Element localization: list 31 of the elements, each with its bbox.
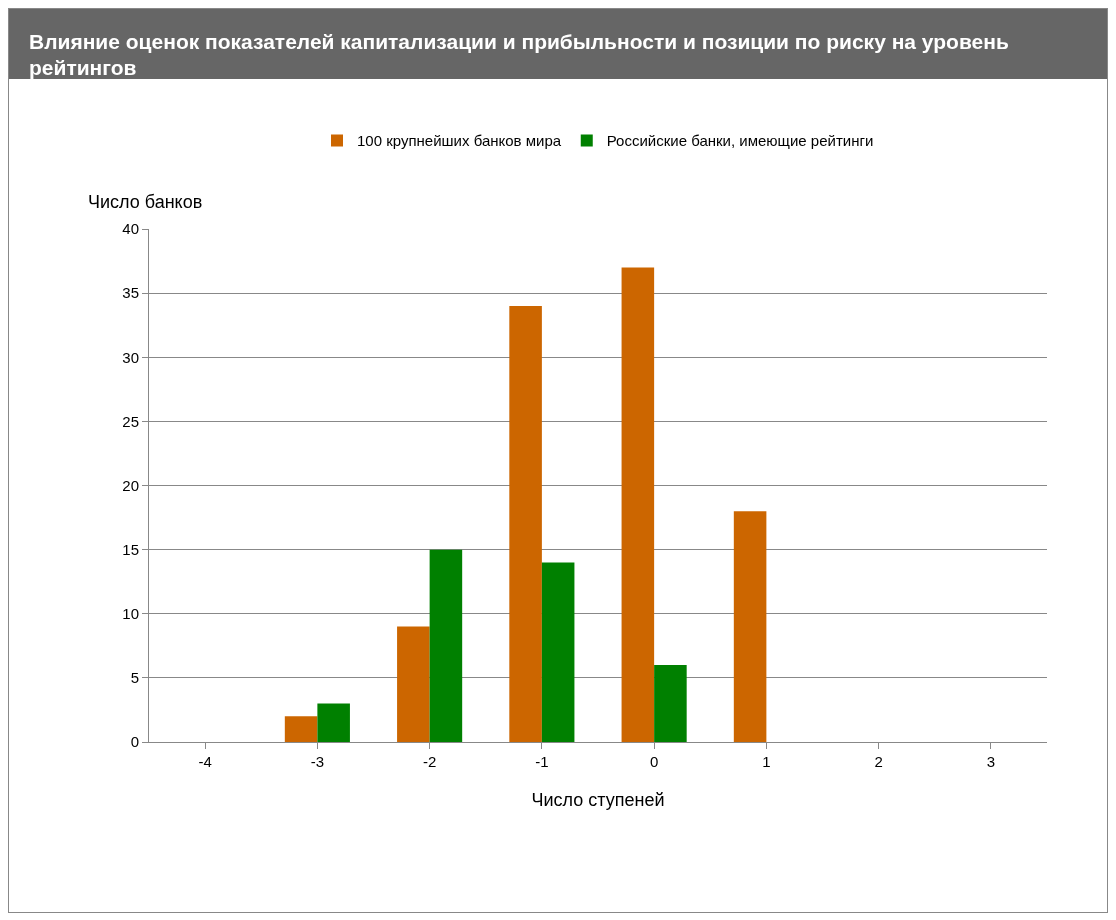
y-tick-label: 15 xyxy=(122,540,139,558)
x-tick-label: -3 xyxy=(310,753,325,770)
x-tick-label: -4 xyxy=(198,753,212,770)
y-tick-label: 35 xyxy=(122,284,139,302)
bar xyxy=(733,511,767,742)
bar xyxy=(621,267,655,742)
bar xyxy=(284,716,318,742)
y-tick-label: 10 xyxy=(122,605,139,622)
x-tick-label: 1 xyxy=(762,753,771,770)
x-tick-label: 2 xyxy=(874,753,883,770)
x-tick-label: 0 xyxy=(649,753,659,770)
x-tick-label: 3 xyxy=(986,753,996,770)
legend-label: 100 крупнейших банков мира xyxy=(357,132,562,150)
bar xyxy=(429,549,463,742)
x-tick-label: -1 xyxy=(535,753,549,770)
y-tick-label: 40 xyxy=(122,220,139,238)
legend-label: Российские банки, имеющие рейтинги xyxy=(606,132,874,150)
bar xyxy=(509,305,542,742)
x-tick-label: -2 xyxy=(422,753,437,770)
chart-title: Влияние оценок показателей капитализации и прибыльности и позиции по риску на уровень рейтингов xyxy=(9,9,1107,79)
y-tick-label: 30 xyxy=(122,348,139,366)
bar xyxy=(541,562,575,742)
x-axis-title: Число ступеней xyxy=(531,790,665,810)
bar xyxy=(397,626,430,742)
y-tick-label: 20 xyxy=(122,476,139,494)
bar xyxy=(654,665,687,742)
bar xyxy=(317,703,350,742)
y-tick-label: 0 xyxy=(130,733,139,751)
y-tick-label: 25 xyxy=(122,412,139,430)
y-tick-label: 5 xyxy=(130,669,139,687)
y-axis-title: Число банков xyxy=(88,192,203,212)
